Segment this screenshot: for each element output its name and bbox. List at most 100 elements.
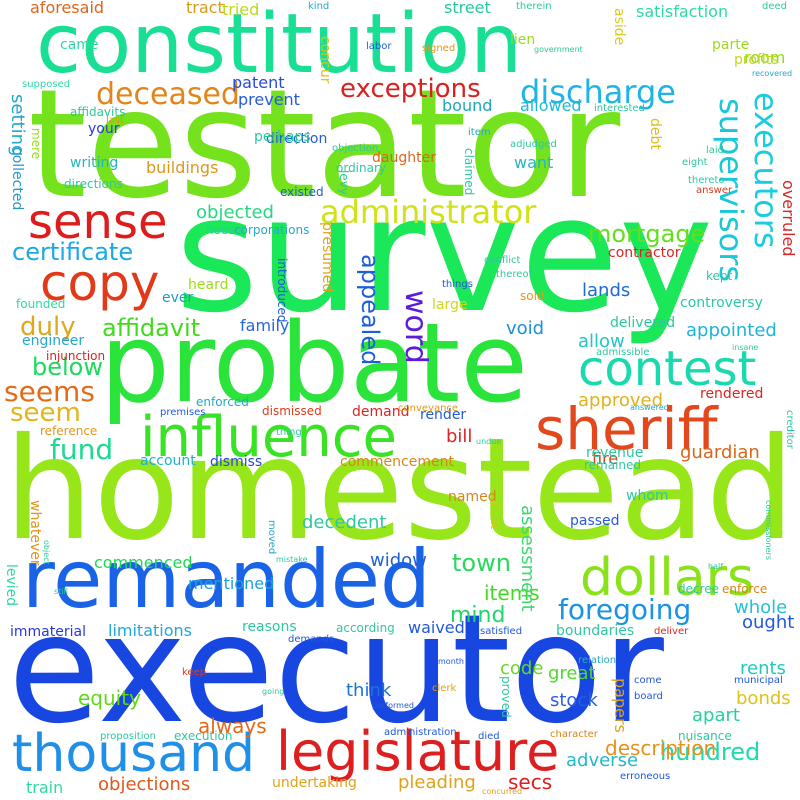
word-creditor: creditor (784, 410, 795, 449)
word-levy: levy (337, 170, 351, 195)
word-come: come (634, 675, 662, 686)
word-undertaking: undertaking (272, 775, 357, 791)
word-named: named (448, 489, 497, 505)
word-claimed: claimed (462, 148, 476, 196)
word-conveyance: conveyance (398, 403, 459, 414)
word-existed: existed (280, 185, 324, 199)
word-proposition: proposition (100, 731, 156, 742)
word-dismissed: dismissed (262, 404, 322, 418)
word-going: going (262, 687, 285, 696)
word-directions: directions (64, 177, 123, 191)
word-answered: answered (630, 403, 669, 412)
word-laid: laid (706, 145, 725, 156)
word-rendered: rendered (700, 386, 764, 402)
word-administrator: administrator (320, 193, 537, 231)
word-secs: secs (508, 770, 553, 794)
word-street: street (444, 0, 491, 17)
word-papers: papers (611, 678, 630, 733)
word-corporations: corporations (234, 223, 310, 237)
word-last: last (106, 115, 125, 126)
word-profits: profits (734, 52, 779, 68)
word-thing: thing (276, 427, 302, 438)
word-commenced: commenced (94, 553, 193, 572)
word-mentioned: mentioned (188, 574, 275, 593)
word-buildings: buildings (146, 158, 219, 177)
word-character: character (550, 729, 598, 740)
word-clerk: clerk (432, 683, 457, 694)
word-undue: undue (476, 437, 502, 446)
word-enforced: enforced (196, 395, 249, 409)
word-description: description (605, 736, 717, 760)
word-think: think (346, 680, 392, 701)
word-large: large (432, 297, 468, 313)
word-mind: mind (450, 603, 506, 628)
word-dollars: dollars (580, 548, 755, 608)
word-still: still (54, 587, 68, 596)
word-demands: demands (288, 634, 335, 645)
word-always: always (198, 714, 267, 738)
word-allow: allow (578, 331, 625, 352)
word-great: great (548, 663, 596, 684)
word-answer: answer (696, 185, 733, 196)
word-mortgage: mortgage (588, 220, 706, 248)
word-items: items (484, 581, 540, 605)
word-passed: passed (570, 513, 620, 529)
word-house: house (206, 223, 243, 237)
word-code: code (500, 658, 544, 679)
word-levied: levied (3, 564, 19, 607)
word-controversy: controversy (680, 295, 763, 311)
word-discharge: discharge (520, 73, 676, 111)
word-whatever: whatever (27, 500, 43, 566)
word-engineer: engineer (22, 333, 85, 349)
word-void: void (506, 318, 545, 339)
word-signed: signed (422, 43, 456, 54)
word-whole: whole (734, 597, 788, 618)
word-contractor: contractor (608, 245, 681, 261)
word-revenue: revenue (586, 445, 644, 461)
word-tried: tried (222, 0, 260, 19)
word-bill: bill (446, 426, 473, 447)
word-delivered: delivered (610, 315, 676, 331)
word-room: room (744, 48, 786, 67)
word-deed: deed (762, 1, 787, 12)
word-item: item (468, 127, 491, 138)
word-appealed: appealed (356, 254, 384, 366)
word-commissioners: commissioners (764, 500, 773, 561)
word-reference: reference (40, 424, 98, 438)
word-word: word (398, 290, 433, 364)
word-heard: heard (188, 277, 229, 293)
word-rents: rents (740, 658, 786, 679)
word-aside: aside (611, 8, 627, 46)
word-hundred: hundred (660, 738, 761, 766)
word-guardian: guardian (680, 442, 760, 463)
word-ought: ought (742, 612, 795, 633)
word-presumed: presumed (319, 222, 335, 293)
word-testator: testator (28, 58, 621, 232)
word-remanded: remanded (22, 533, 431, 626)
word-setting: setting (7, 94, 28, 157)
word-train: train (26, 778, 64, 797)
word-aforesaid: aforesaid (30, 0, 105, 17)
word-demand: demand (352, 404, 410, 420)
word-appointed: appointed (686, 320, 777, 341)
word-satisfied: satisfied (480, 626, 523, 637)
word-according: according (336, 621, 395, 635)
word-deceased: deceased (96, 77, 240, 112)
word-nuisance: nuisance (678, 729, 732, 743)
word-thousand: thousand (12, 724, 256, 784)
word-died: died (478, 731, 500, 742)
word-survey: survey (175, 161, 714, 348)
word-want: want (514, 153, 554, 172)
word-adjudged: adjudged (510, 139, 557, 150)
word-homestead: homestead (4, 408, 796, 572)
word-administration: administration (384, 727, 457, 738)
word-satisfaction: satisfaction (636, 2, 729, 21)
word-below: below (32, 353, 103, 381)
word-fund: fund (50, 433, 114, 466)
word-execution: execution (174, 729, 233, 743)
word-dismiss: dismiss (210, 454, 263, 470)
word-concurred: concurred (482, 787, 523, 796)
word-performed: performed (372, 701, 414, 710)
word-ever: ever (162, 290, 194, 306)
